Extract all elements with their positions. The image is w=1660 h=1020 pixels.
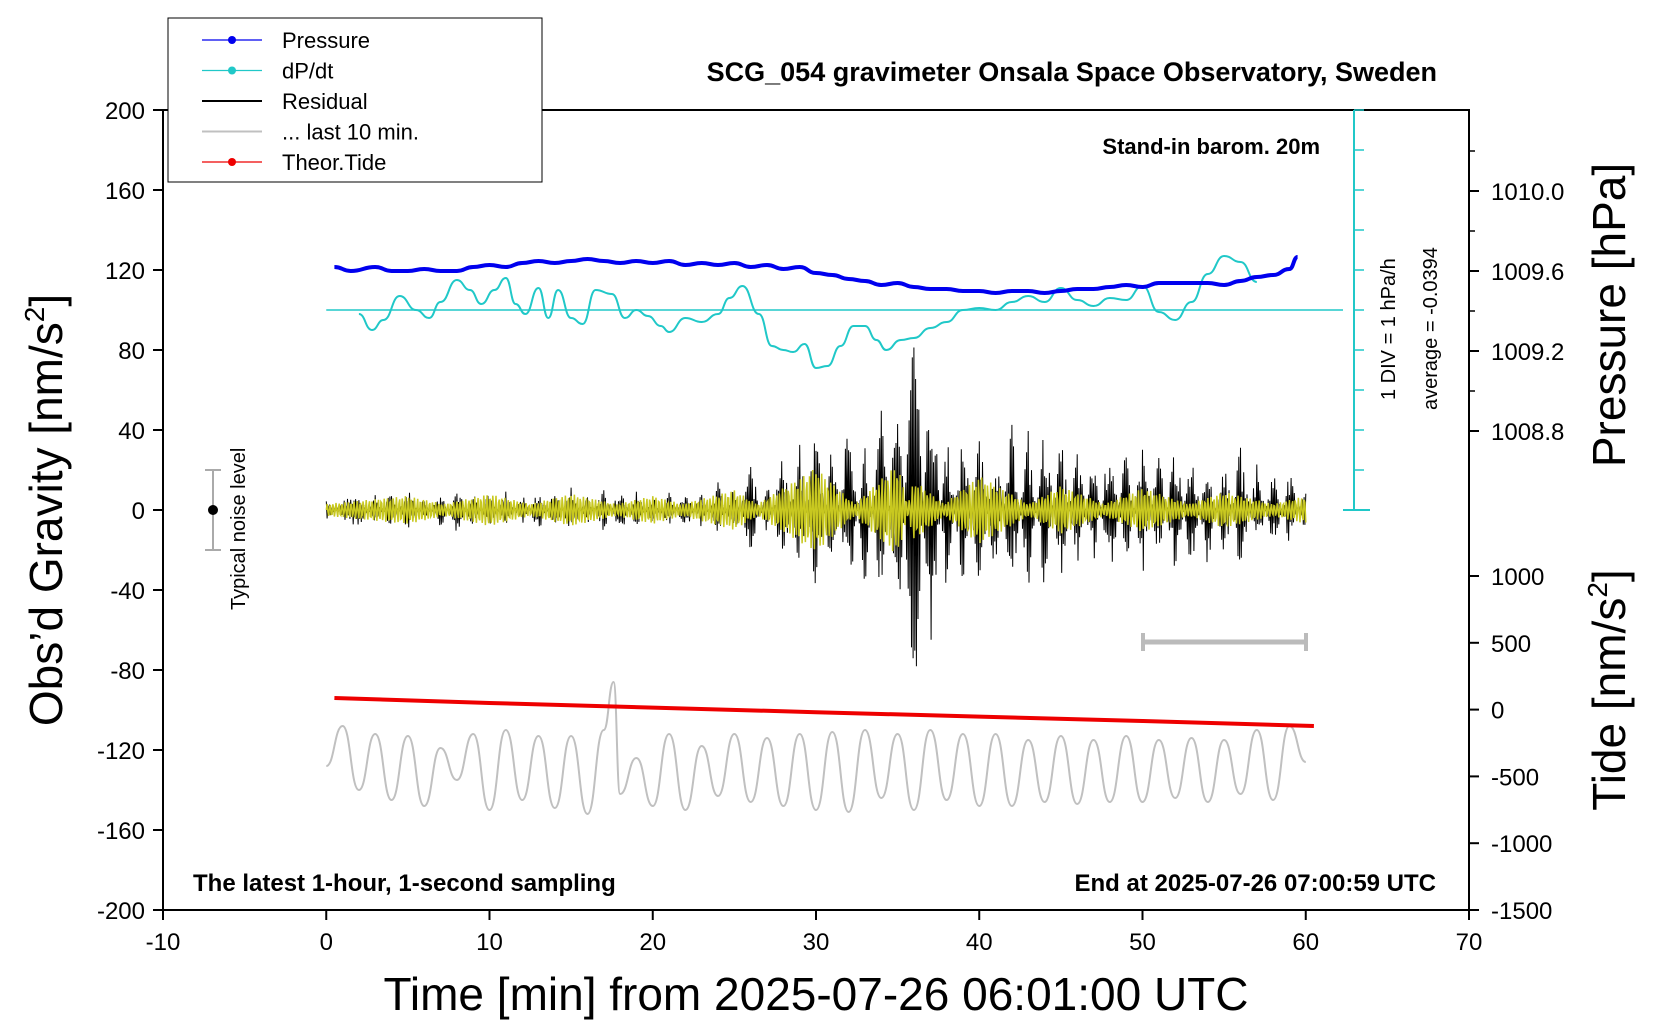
legend-label: ... last 10 min. bbox=[282, 120, 419, 145]
x-tick-label: 10 bbox=[476, 929, 503, 956]
legend-label: Residual bbox=[282, 89, 368, 114]
y-tick-label: 200 bbox=[105, 98, 145, 125]
y-axis-label-left-sup: 2 bbox=[19, 307, 50, 323]
x-tick-label: 20 bbox=[639, 929, 666, 956]
last-10-min-bar bbox=[1141, 633, 1308, 651]
y-tick-label: -200 bbox=[97, 898, 145, 925]
legend-items: Pressure dP/dt Residual ... last 10 min. The… bbox=[202, 28, 419, 175]
pressure-axis-ticks: 1010.0 1009.6 1009.2 1008.8 bbox=[1469, 150, 1564, 446]
noise-level-bar bbox=[205, 469, 221, 551]
y-tick-label: -120 bbox=[97, 738, 145, 765]
dpdt-line bbox=[358, 254, 1258, 370]
y-axis-label-left-end: ] bbox=[20, 294, 72, 307]
x-tick-label: 60 bbox=[1292, 929, 1319, 956]
residual-filtered-line bbox=[325, 469, 1307, 552]
pressure-tick-label: 1009.6 bbox=[1491, 259, 1564, 286]
noise-level-note: Typical noise level bbox=[228, 448, 250, 610]
legend-label: Pressure bbox=[282, 28, 370, 53]
y-axis-label-tide-sup: 2 bbox=[1582, 582, 1613, 598]
tide-tick-label: 500 bbox=[1491, 631, 1531, 658]
y-tick-label: 40 bbox=[118, 418, 145, 445]
y-axis-label-tide: Tide [nm/s2] bbox=[1582, 569, 1635, 810]
pressure-tick-label: 1008.8 bbox=[1491, 419, 1564, 446]
y-tick-label: 120 bbox=[105, 258, 145, 285]
tide-tick-label: -1000 bbox=[1491, 831, 1552, 858]
y-tick-label: 0 bbox=[132, 498, 145, 525]
tide-tick-label: -1500 bbox=[1491, 898, 1552, 925]
legend-label: dP/dt bbox=[282, 59, 333, 84]
y-tick-label: 80 bbox=[118, 338, 145, 365]
y-axis-label-tide-main: Tide [nm/s bbox=[1583, 598, 1635, 811]
last-10-min-line bbox=[325, 680, 1307, 816]
dpdt-scale-note: 1 DIV = 1 hPa/h bbox=[1378, 258, 1400, 400]
y-tick-label: 160 bbox=[105, 178, 145, 205]
y-tick-label: -80 bbox=[110, 658, 145, 685]
legend-swatch-marker bbox=[228, 36, 236, 44]
pressure-tick-label: 1010.0 bbox=[1491, 179, 1564, 206]
x-tick-label: 50 bbox=[1129, 929, 1156, 956]
sampling-note: The latest 1-hour, 1-second sampling bbox=[193, 870, 616, 897]
tide-tick-label: 1000 bbox=[1491, 564, 1544, 591]
x-tick-label: 0 bbox=[320, 929, 333, 956]
tide-line bbox=[334, 696, 1314, 728]
dpdt-average-note: average = -0.0394 bbox=[1420, 247, 1442, 410]
dpdt-scale-axis bbox=[1343, 109, 1370, 511]
x-axis-ticks: -10 0 10 20 30 40 50 60 70 bbox=[146, 910, 1483, 956]
legend: Pressure dP/dt Residual ... last 10 min. The… bbox=[167, 17, 543, 183]
y-axis-ticks-left: 200 160 120 80 40 0 -40 -80 -120 -160 -200 bbox=[97, 98, 163, 925]
x-tick-label: 40 bbox=[966, 929, 993, 956]
barometer-note: Stand-in barom. 20m bbox=[1102, 134, 1320, 159]
y-axis-label-tide-end: ] bbox=[1583, 569, 1635, 582]
legend-label: Theor.Tide bbox=[282, 150, 386, 175]
legend-swatch-marker bbox=[228, 158, 236, 166]
y-tick-label: -40 bbox=[110, 578, 145, 605]
legend-swatch-marker bbox=[228, 66, 236, 75]
y-axis-label-left: Obs’d Gravity [nm/s2] bbox=[19, 294, 72, 726]
series-group bbox=[325, 254, 1343, 816]
tide-tick-label: 0 bbox=[1491, 698, 1504, 725]
pressure-line bbox=[334, 255, 1299, 296]
end-time-note: End at 2025-07-26 07:00:59 UTC bbox=[1075, 870, 1437, 897]
pressure-tick-label: 1009.2 bbox=[1491, 339, 1564, 366]
tide-axis-ticks: 1000 500 0 -500 -1000 -1500 bbox=[1469, 564, 1552, 925]
tide-tick-label: -500 bbox=[1491, 764, 1539, 791]
y-axis-label-left-main: Obs’d Gravity [nm/s bbox=[20, 322, 72, 726]
x-tick-label: -10 bbox=[146, 929, 181, 956]
x-axis-label: Time [min] from 2025-07-26 06:01:00 UTC bbox=[384, 968, 1249, 1020]
y-tick-label: -160 bbox=[97, 818, 145, 845]
x-tick-label: 70 bbox=[1456, 929, 1483, 956]
x-tick-label: 30 bbox=[803, 929, 830, 956]
y-axis-label-pressure: Pressure [hPa] bbox=[1583, 163, 1635, 467]
chart-title: SCG_054 gravimeter Onsala Space Observat… bbox=[707, 57, 1437, 87]
